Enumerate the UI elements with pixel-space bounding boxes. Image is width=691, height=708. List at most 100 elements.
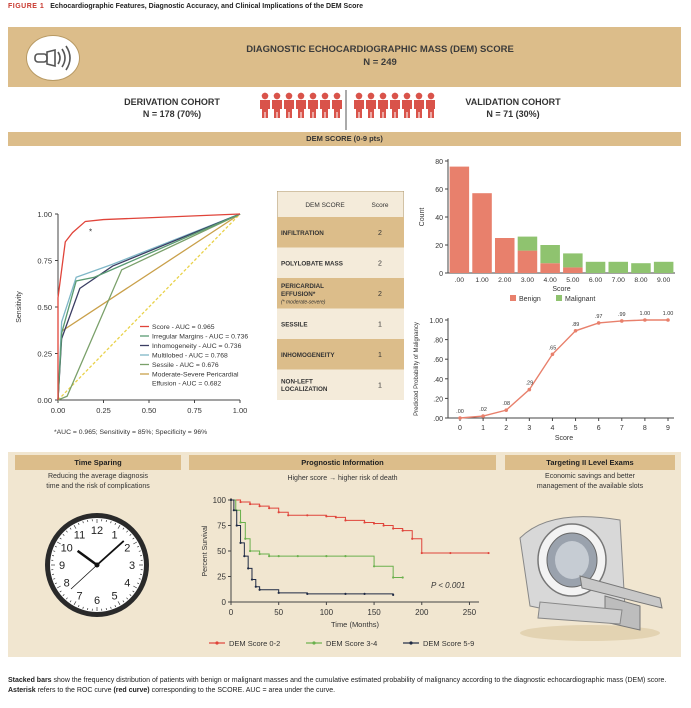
prognostic-title: Prognostic Information xyxy=(189,455,496,470)
table-row-item: LOCALIZATION xyxy=(281,386,328,393)
surv-x-tick-label: 50 xyxy=(274,608,283,617)
clock-tick xyxy=(77,605,80,608)
bar-legend-swatch xyxy=(556,295,562,301)
prob-y-tick-label: .80 xyxy=(433,338,443,345)
surv-point xyxy=(372,565,376,568)
prob-point xyxy=(643,318,647,322)
roc-footnote: *AUC = 0.965; Sensitivity = 85%; Specifi… xyxy=(54,429,207,436)
clock-tick xyxy=(132,590,135,593)
bar-x-label: Score xyxy=(552,286,570,293)
surv-point xyxy=(372,522,376,525)
table-header-score: Score xyxy=(372,202,389,209)
stacked-bar-chart: 0 20 40 60 80 Count .00 1.00 2.00 3.00 4.00 5.00 6.0… xyxy=(419,159,675,303)
prob-x-tick-label: 5 xyxy=(574,425,578,432)
table-row xyxy=(277,278,404,309)
table-row-item: INFILTRATION xyxy=(281,230,324,237)
bar-legend-swatch xyxy=(510,295,516,301)
roc-line xyxy=(57,213,241,401)
surv-point xyxy=(401,576,404,579)
surv-point xyxy=(344,592,347,595)
roc-legend-label: Multilobed - AUC = 0.768 xyxy=(152,353,228,360)
bar-x-tick-label: 9.00 xyxy=(657,277,670,284)
clock-tick xyxy=(73,601,77,606)
surv-point xyxy=(344,519,347,522)
survival-chart: 0 25 50 75 100 0 50 100 150 200 250 Time (Months) Pe… xyxy=(202,496,490,648)
header-band xyxy=(8,27,681,87)
derivation-people-icon xyxy=(260,92,342,118)
clock-tick xyxy=(137,545,140,548)
time-sparing-text-1: Reducing the average diagnosis xyxy=(47,473,148,480)
clock-tick xyxy=(138,578,141,580)
prob-y-tick-label: .00 xyxy=(433,416,443,423)
clock-number: 5 xyxy=(111,590,117,602)
surv-point xyxy=(229,498,233,502)
clock-tick xyxy=(126,597,129,600)
clock-tick xyxy=(54,545,57,548)
prob-point-label: 1.00 xyxy=(663,311,674,317)
clock-center xyxy=(94,562,100,568)
prob-point-label: .00 xyxy=(456,409,464,415)
surv-point xyxy=(392,527,395,530)
bar-x-tick-label: 8.00 xyxy=(634,277,647,284)
surv-legend-label: DEM Score 0-2 xyxy=(229,639,280,648)
surv-point xyxy=(248,549,252,553)
surv-x-tick-label: 0 xyxy=(229,608,234,617)
bar-x-tick-label: 6.00 xyxy=(589,277,602,284)
prob-point xyxy=(550,352,555,357)
surv-line xyxy=(231,499,394,595)
roc-chart: 0.00 0.25 0.50 0.75 1.00 0.00 0.25 0.50 0.75 1.00… xyxy=(16,210,248,436)
clock-tick xyxy=(62,533,65,536)
surv-point xyxy=(296,555,299,558)
surv-point xyxy=(363,521,366,524)
table-row-score: 1 xyxy=(378,382,382,389)
clock-hour-hand xyxy=(76,549,98,567)
prob-y-tick-label: 1.00 xyxy=(429,318,443,325)
prob-point-label: .99 xyxy=(618,312,626,318)
figure-title-text: Echocardiographic Features, Diagnostic A… xyxy=(50,3,363,10)
prob-x-tick-label: 3 xyxy=(527,425,531,432)
prob-point xyxy=(481,414,485,418)
surv-point xyxy=(363,592,366,595)
roc-legend-label: Effusion - AUC = 0.682 xyxy=(152,381,221,388)
roc-y-tick-label: 0.00 xyxy=(37,396,52,405)
surv-point xyxy=(392,593,395,596)
ct-scanner-icon xyxy=(519,516,663,641)
table-row xyxy=(277,308,404,339)
surv-point xyxy=(334,516,338,519)
prob-y-tick-label: .60 xyxy=(433,357,443,364)
table-row-score: 1 xyxy=(378,352,382,359)
roc-asterisk: * xyxy=(89,227,92,236)
clock-tick xyxy=(65,597,68,600)
prob-point xyxy=(666,318,670,322)
clock-number: 10 xyxy=(61,543,73,555)
surv-point xyxy=(239,521,242,524)
surv-legend-label: DEM Score 3-4 xyxy=(326,639,377,648)
surv-point xyxy=(268,507,271,510)
prob-point-label: .02 xyxy=(479,407,487,413)
prob-point-label: .97 xyxy=(595,314,603,320)
bar-legend-label: Benign xyxy=(519,296,541,303)
prob-point-label: .89 xyxy=(572,322,580,328)
clock-tick xyxy=(56,541,61,545)
figure-label: FIGURE 1 xyxy=(8,3,45,10)
table-row-item: INHOMOGENEITY xyxy=(281,352,335,359)
bar-segment-malignant xyxy=(608,261,629,273)
caption-text-3: corresponding to the SCORE. AUC = area u… xyxy=(149,687,336,694)
prob-point-label: .65 xyxy=(549,345,557,351)
clock-tick xyxy=(59,590,62,593)
prob-y-tick-label: .40 xyxy=(433,377,443,384)
prob-point xyxy=(573,328,578,333)
prob-x-tick-label: 8 xyxy=(643,425,647,432)
surv-point xyxy=(248,502,252,506)
clock-tick xyxy=(110,606,112,609)
table-row-item: NON-LEFT xyxy=(281,378,313,385)
bar-x-tick-label: .00 xyxy=(455,277,465,284)
surv-pvalue: P < 0.001 xyxy=(431,581,465,590)
surv-point xyxy=(239,500,242,504)
clock-tick xyxy=(54,582,57,585)
clock-number: 6 xyxy=(94,595,100,607)
figure-title: FIGURE 1 Echocardiographic Features, Dia… xyxy=(8,3,363,10)
surv-point xyxy=(306,514,309,517)
roc-y-tick-label: 0.50 xyxy=(37,303,52,312)
clock-tick xyxy=(65,530,68,533)
